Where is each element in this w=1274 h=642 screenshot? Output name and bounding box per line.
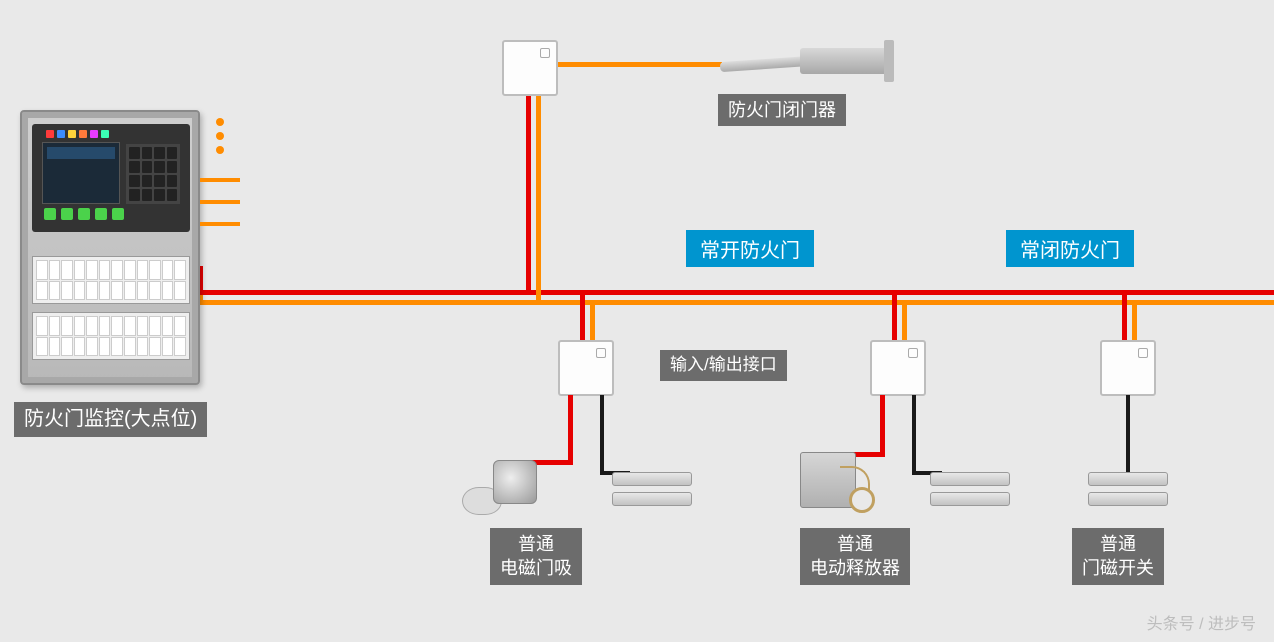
- b2-out-black: [912, 395, 916, 475]
- door-holder-icon: [462, 460, 537, 515]
- stub-3: [200, 222, 240, 226]
- contact-switch-label: 普通 门磁开关: [1072, 528, 1164, 585]
- b3-vert-orange: [1132, 305, 1137, 343]
- b2-vert-orange: [902, 305, 907, 343]
- b1-out-black: [600, 395, 604, 475]
- io-module-1: [558, 340, 614, 396]
- releaser-icon: [800, 452, 875, 517]
- io-interface-label: 输入/输出接口: [660, 350, 787, 381]
- top-vert-red: [526, 95, 531, 295]
- top-vert-orange: [536, 95, 541, 305]
- b3-vert-red: [1122, 295, 1127, 343]
- door-holder-label: 普通 电磁门吸: [490, 528, 582, 585]
- b2-vert-red: [892, 295, 897, 343]
- bus-red: [198, 290, 1274, 295]
- monitor-panel-icon: [20, 110, 200, 385]
- section-closed-door: 常闭防火门: [1006, 230, 1134, 267]
- contact-2-icon: [930, 472, 1010, 508]
- io-module-3: [1100, 340, 1156, 396]
- b1-vert-orange: [590, 305, 595, 343]
- releaser-label: 普通 电动释放器: [800, 528, 910, 585]
- door-closer-label: 防火门闭门器: [718, 94, 846, 126]
- bus-orange: [198, 300, 1274, 305]
- b1-out-red: [568, 395, 573, 465]
- top-h-orange: [557, 62, 722, 67]
- monitor-panel-label: 防火门监控(大点位): [14, 402, 207, 437]
- contact-3-icon: [1088, 472, 1168, 508]
- panel-indicators: [46, 130, 109, 138]
- b1-vert-red: [580, 295, 585, 343]
- b2-out-red: [880, 395, 885, 457]
- stub-2: [200, 200, 240, 204]
- stub-1: [200, 178, 240, 182]
- contact-1-icon: [612, 472, 692, 508]
- b3-out-black: [1126, 395, 1130, 475]
- section-open-door: 常开防火门: [686, 230, 814, 267]
- watermark: 头条号 / 进步号: [1147, 610, 1256, 634]
- door-closer-icon: [720, 42, 890, 87]
- io-module-2: [870, 340, 926, 396]
- panel-dots: [216, 118, 224, 154]
- io-module-top: [502, 40, 558, 96]
